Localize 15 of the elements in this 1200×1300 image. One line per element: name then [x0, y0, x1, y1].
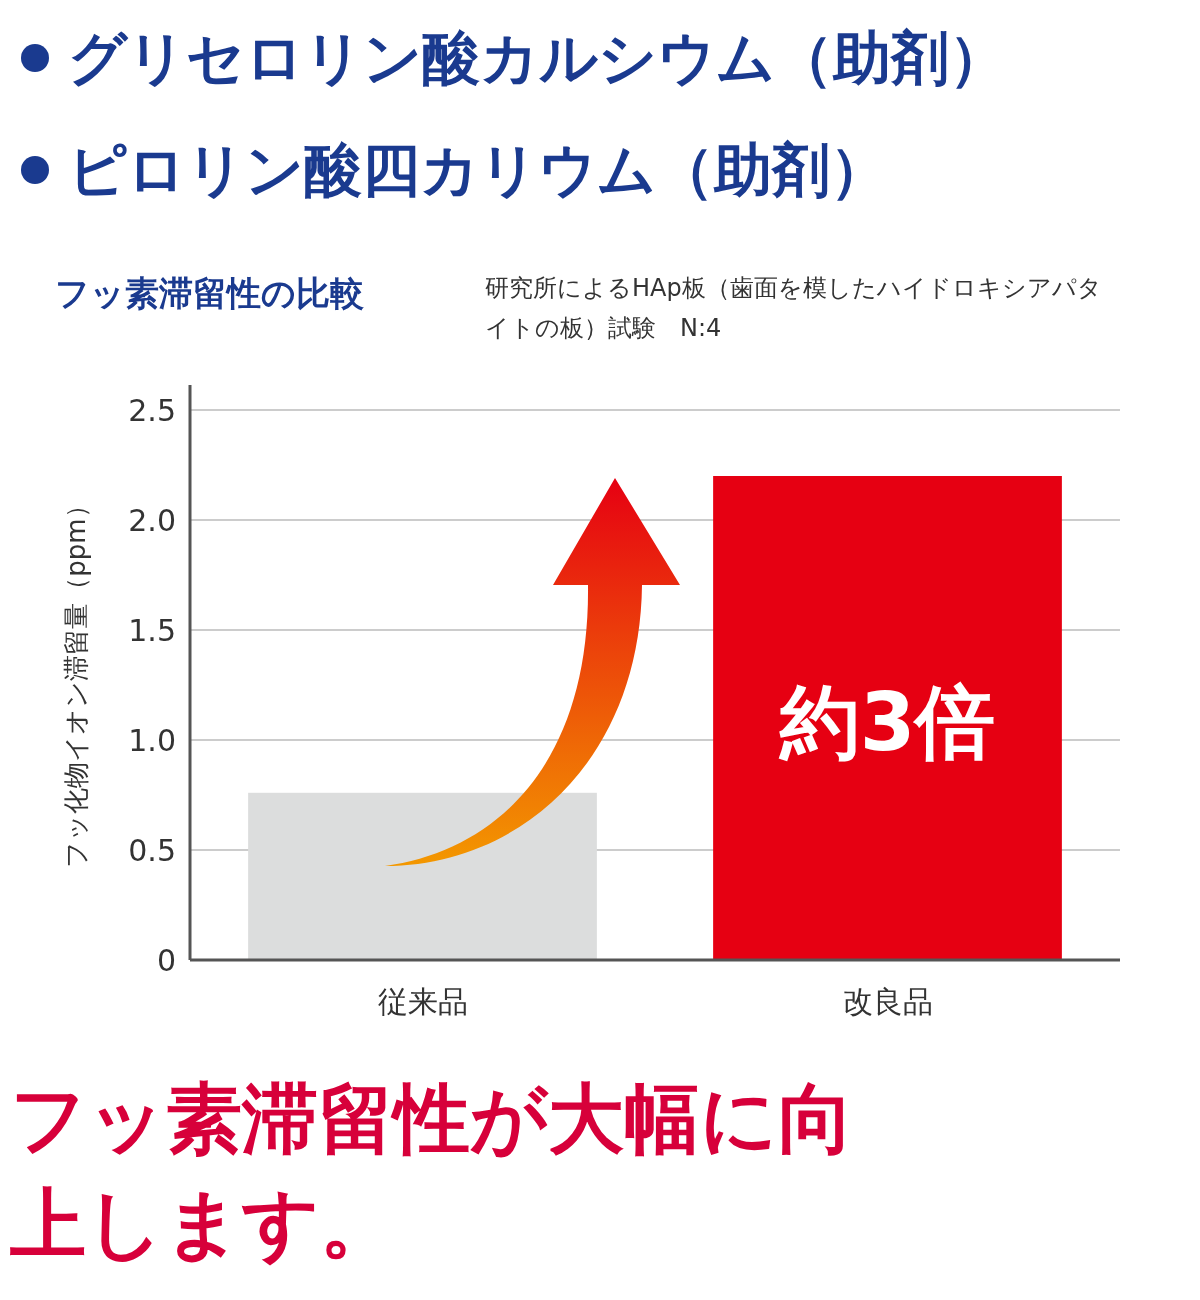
y-axis-title: フッ化物イオン滞留量（ppm）: [61, 492, 91, 868]
y-tick-label: 1.0: [128, 723, 176, 758]
text: グリセロリン酸カルシウム（助剤）: [68, 24, 1007, 92]
annotation: 約3倍: [777, 676, 996, 769]
y-tick-label: 2.0: [128, 503, 176, 538]
text: ピロリン酸四カリウム（助剤）: [68, 136, 888, 204]
y-tick-label: 2.5: [128, 393, 176, 428]
chart-subtitle: 研究所によるHAp板（歯面を模したハイドロキシアパタイトの板）試験 N:4: [485, 274, 1102, 342]
y-tick-label: 0.5: [128, 833, 176, 868]
y-tick-label: 1.5: [128, 613, 176, 648]
chart-title: フッ素滞留性の比較: [55, 273, 364, 313]
y-tick-label: 0: [156, 943, 176, 978]
text: フッ素滞留性が大幅に向上します。: [10, 1074, 854, 1268]
x-tick-label: 従来品: [377, 984, 468, 1019]
x-tick-label: 改良品: [842, 984, 933, 1019]
